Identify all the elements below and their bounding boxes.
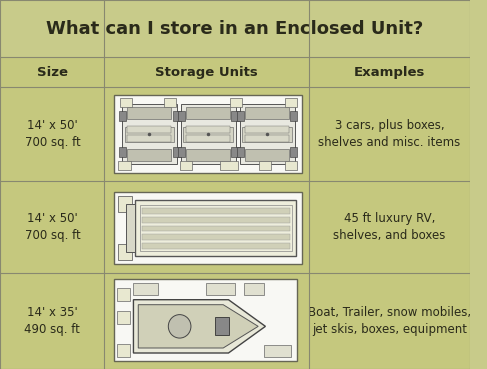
- Bar: [142, 234, 290, 240]
- Bar: [122, 104, 177, 164]
- Text: Size: Size: [37, 66, 68, 79]
- Polygon shape: [133, 300, 265, 353]
- Bar: [263, 345, 291, 357]
- Bar: [245, 149, 289, 161]
- Bar: [114, 279, 298, 361]
- Bar: [114, 192, 302, 264]
- Bar: [215, 317, 229, 335]
- Bar: [172, 111, 180, 121]
- Text: Examples: Examples: [354, 66, 425, 79]
- Bar: [259, 161, 271, 170]
- Bar: [181, 104, 236, 164]
- Bar: [231, 111, 239, 121]
- Bar: [114, 95, 302, 173]
- Bar: [142, 217, 290, 223]
- Bar: [125, 127, 174, 141]
- Bar: [128, 135, 171, 142]
- Bar: [142, 208, 290, 214]
- Bar: [133, 283, 158, 295]
- Text: 3 cars, plus boxes,
shelves and misc. items: 3 cars, plus boxes, shelves and misc. it…: [318, 119, 461, 149]
- Bar: [243, 127, 292, 141]
- Bar: [172, 146, 180, 158]
- Bar: [245, 125, 289, 133]
- Bar: [237, 111, 244, 121]
- Bar: [178, 146, 185, 158]
- Bar: [140, 205, 292, 251]
- Text: Boat, Trailer, snow mobiles,
jet skis, boxes, equipment: Boat, Trailer, snow mobiles, jet skis, b…: [308, 306, 471, 336]
- Bar: [128, 149, 171, 161]
- Bar: [119, 111, 126, 121]
- Bar: [220, 161, 238, 170]
- Bar: [118, 196, 131, 212]
- Bar: [178, 111, 185, 121]
- Text: What can I store in an Enclosed Unit?: What can I store in an Enclosed Unit?: [46, 20, 423, 38]
- Bar: [164, 98, 176, 107]
- Bar: [142, 225, 290, 231]
- Bar: [285, 98, 298, 107]
- Bar: [245, 107, 289, 119]
- Bar: [285, 161, 298, 170]
- Bar: [128, 107, 171, 119]
- Bar: [184, 127, 233, 141]
- Bar: [118, 244, 131, 260]
- Bar: [231, 146, 239, 158]
- Bar: [206, 283, 235, 295]
- Bar: [186, 125, 230, 133]
- Bar: [237, 146, 244, 158]
- Text: 14' x 50'
700 sq. ft: 14' x 50' 700 sq. ft: [24, 212, 80, 242]
- Circle shape: [169, 315, 191, 338]
- Bar: [118, 161, 131, 170]
- Text: 14' x 50'
700 sq. ft: 14' x 50' 700 sq. ft: [24, 119, 80, 149]
- Bar: [230, 98, 243, 107]
- Text: 45 ft luxury RV,
shelves, and boxes: 45 ft luxury RV, shelves, and boxes: [334, 212, 446, 242]
- Bar: [117, 288, 130, 301]
- Bar: [244, 283, 263, 295]
- Bar: [290, 111, 298, 121]
- Bar: [128, 125, 171, 133]
- Bar: [120, 98, 132, 107]
- Bar: [245, 135, 289, 142]
- Bar: [117, 311, 130, 324]
- Bar: [186, 107, 230, 119]
- Bar: [117, 344, 130, 357]
- Bar: [180, 161, 192, 170]
- Bar: [186, 149, 230, 161]
- Bar: [186, 135, 230, 142]
- Bar: [119, 146, 126, 158]
- Text: 14' x 35'
490 sq. ft: 14' x 35' 490 sq. ft: [24, 306, 80, 336]
- Bar: [142, 243, 290, 249]
- Polygon shape: [138, 305, 258, 348]
- Bar: [240, 104, 295, 164]
- Bar: [126, 204, 135, 252]
- Bar: [0, 57, 470, 369]
- Text: Storage Units: Storage Units: [155, 66, 258, 79]
- Bar: [135, 200, 297, 256]
- Bar: [290, 146, 298, 158]
